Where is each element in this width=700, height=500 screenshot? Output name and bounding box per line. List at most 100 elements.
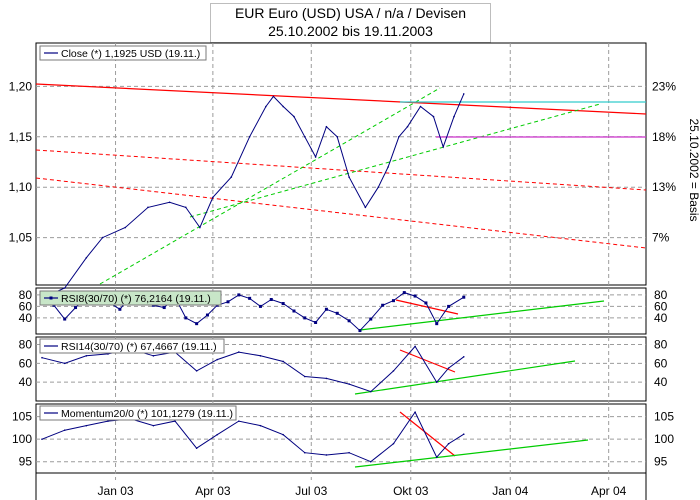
y-tick-label-rsi8: 80: [19, 288, 33, 302]
rsi14-point: [238, 351, 240, 353]
y-tick-label-rsi8: 60: [19, 299, 33, 313]
rsi8-point: [74, 306, 78, 310]
momentum-point: [41, 438, 43, 440]
rsi14-point: [282, 360, 284, 363]
rsi8-point: [205, 313, 209, 317]
rsi8-point: [118, 307, 122, 311]
price-point: [398, 135, 400, 138]
momentum-point: [303, 451, 306, 454]
legend-text: Momentum20/0 (*) 101,1279 (19.11.): [61, 408, 233, 420]
rsi8-point: [226, 300, 230, 304]
price-point: [248, 135, 251, 138]
y-tick-label-pct: 7%: [652, 231, 670, 245]
rsi14-point: [435, 381, 438, 383]
trend-line-price: [35, 177, 647, 249]
trend-line-price: [189, 103, 601, 218]
y-tick-label-price: 1,15: [9, 130, 33, 144]
rsi8-point: [281, 302, 285, 306]
momentum-point: [414, 411, 416, 413]
price-point: [147, 206, 149, 209]
price-point: [185, 206, 187, 209]
trend-line-indicator: [354, 360, 576, 395]
y-tick-label-momentum: 95: [19, 455, 33, 469]
trend-line-price: [35, 149, 647, 191]
legend-text: Close (*) 1,1925 USD (19.11.): [61, 48, 200, 60]
y-tick-label-right-rsi8: 80: [654, 288, 668, 302]
y-tick-label-right-rsi8: 40: [654, 311, 668, 325]
momentum-point: [152, 424, 155, 427]
x-tick-label: Okt 03: [393, 484, 429, 498]
y-tick-label-pct: 23%: [652, 79, 676, 93]
rsi8-point: [248, 296, 252, 300]
momentum-point: [107, 420, 109, 422]
chart-title-box: EUR Euro (USD) USA / n/a / Devisen 25.10…: [210, 3, 491, 43]
price-point: [442, 146, 445, 148]
rsi14-point: [259, 355, 262, 357]
price-point: [101, 236, 104, 239]
price-point: [272, 95, 275, 98]
rsi8-point: [292, 309, 296, 313]
price-point: [230, 176, 233, 178]
x-tick-label: Apr 04: [591, 484, 627, 498]
rsi8-point: [435, 322, 439, 326]
y-tick-label-price: 1,20: [9, 79, 33, 93]
x-tick-label: Jan 04: [492, 484, 528, 498]
price-point: [348, 176, 350, 178]
price-point: [432, 115, 435, 118]
y-tick-label-right-momentum: 105: [654, 410, 674, 424]
rsi8-point: [381, 303, 385, 307]
trend-line-indicator: [395, 299, 459, 315]
y-tick-label-pct: 13%: [652, 180, 676, 194]
rsi8-point: [347, 319, 351, 323]
price-point: [85, 256, 88, 259]
y-tick-label-right-momentum: 95: [654, 455, 668, 469]
y-tick-label-right-rsi14: 80: [654, 338, 668, 352]
y-tick-label-rsi14: 40: [19, 375, 33, 389]
rsi8-point: [402, 291, 406, 295]
chart-subtitle: 25.10.2002 bis 19.11.2003: [268, 23, 433, 39]
price-point: [364, 206, 367, 209]
y-tick-label-momentum: 100: [12, 432, 32, 446]
price-point: [314, 156, 317, 158]
legend-box: [39, 405, 237, 421]
momentum-point: [348, 451, 350, 454]
momentum-point: [325, 454, 328, 456]
momentum-point: [392, 442, 395, 445]
rsi8-point: [314, 321, 318, 324]
rsi8-point: [63, 317, 67, 321]
momentum-point: [369, 460, 372, 463]
trend-line-price: [99, 87, 441, 285]
price-point: [387, 166, 389, 168]
panel-frame-rsi14: [35, 336, 647, 402]
momentum-point: [435, 456, 438, 459]
momentum-point: [259, 424, 262, 427]
y-tick-label-rsi14: 60: [19, 356, 33, 370]
momentum-point: [195, 447, 198, 449]
trend-line-price: [35, 83, 647, 115]
momentum-point: [447, 442, 450, 445]
legend-box: [39, 45, 207, 61]
rsi14-point: [462, 355, 465, 358]
y-tick-label-momentum: 105: [12, 410, 32, 424]
rsi14-point: [325, 377, 328, 380]
momentum-point: [238, 420, 240, 422]
rsi8-point: [162, 306, 166, 310]
legend-swatch-marker: [49, 296, 53, 300]
momentum-point: [174, 420, 176, 422]
price-point: [325, 125, 328, 128]
rsi8-point: [413, 294, 417, 298]
y-tick-label-right-rsi8: 60: [654, 299, 668, 313]
legend-text: RSI8(30/70) (*) 76,2164 (19.11.): [61, 293, 211, 305]
rsi14-point: [447, 367, 450, 369]
price-point: [419, 105, 422, 108]
momentum-point: [282, 433, 284, 436]
y-tick-label-right-momentum: 100: [654, 432, 674, 446]
right-axis-label: 25.10.2002 = Basis: [687, 118, 700, 221]
rsi8-point: [369, 317, 373, 321]
price-point: [124, 226, 127, 229]
rsi8-point: [358, 329, 362, 333]
y-tick-label-right-rsi14: 60: [654, 356, 668, 370]
rsi8-point: [258, 304, 262, 308]
rsi8-point: [269, 298, 273, 301]
